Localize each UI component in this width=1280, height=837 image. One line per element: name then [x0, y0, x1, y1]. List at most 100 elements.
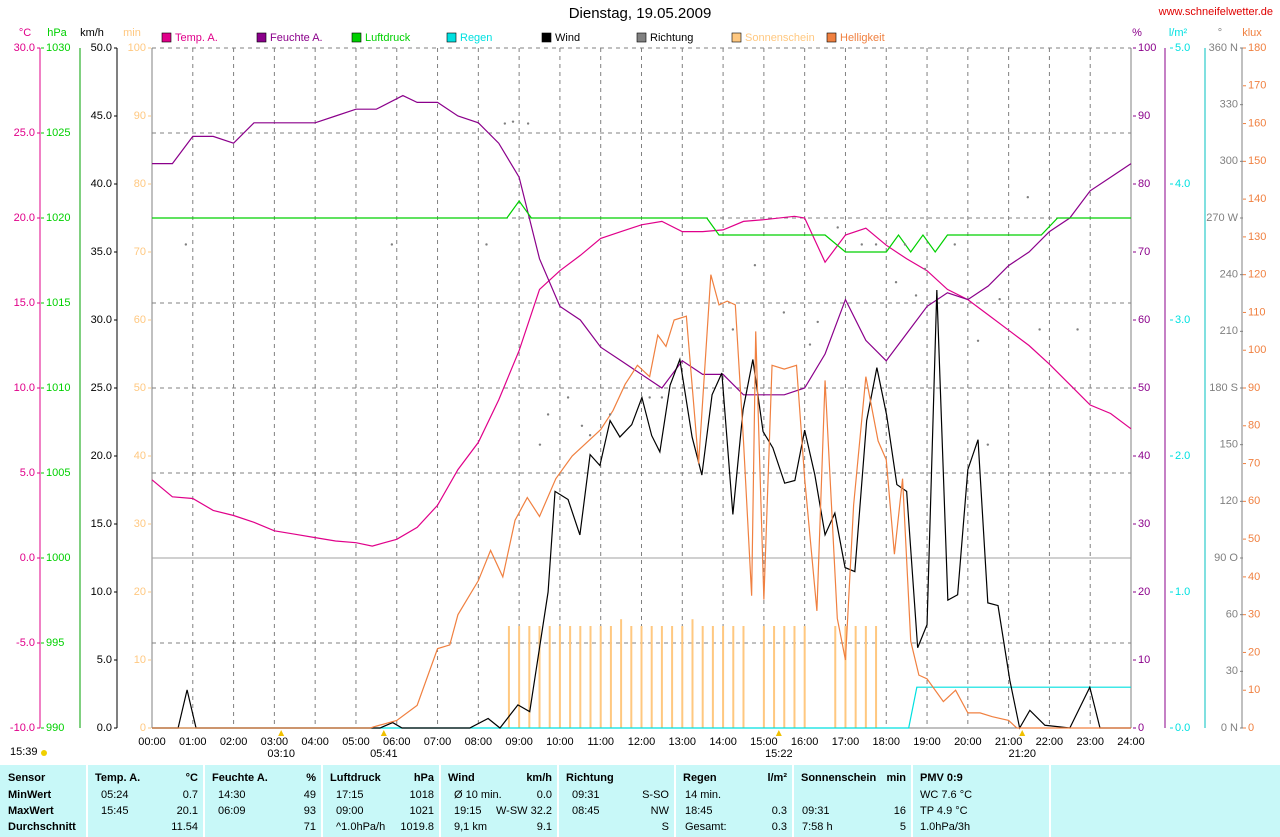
y-tick-label: 995 — [46, 637, 64, 649]
annotation-marker — [1019, 730, 1026, 736]
legend-label: Temp. A. — [175, 32, 218, 44]
table-cell: 0.7 — [183, 789, 198, 801]
legend-label: Wind — [555, 32, 580, 44]
y-tick-label: 210 — [1220, 325, 1238, 337]
sunshine-bar — [528, 626, 531, 728]
legend-swatch — [256, 32, 267, 43]
x-tick-label: 14:00 — [709, 736, 737, 748]
y-tick-label: -5.0 — [16, 637, 35, 649]
x-tick-label: 05:00 — [342, 736, 370, 748]
y-tick-label: 240 — [1220, 269, 1238, 281]
x-tick-label: 03:00 — [261, 736, 289, 748]
y-tick-label: 10 — [1138, 654, 1150, 666]
y-tick-label: 90 O — [1214, 552, 1238, 564]
y-tick-label: 0.0 — [97, 722, 112, 734]
x-tick-label: 07:00 — [424, 736, 452, 748]
table-header: Luftdruck — [330, 772, 382, 784]
chart-title: Dienstag, 19.05.2009 — [569, 5, 712, 22]
series-line — [152, 199, 1131, 254]
y-tick-label: 360 N — [1209, 42, 1238, 54]
sunshine-bar — [548, 626, 551, 728]
y-tick-label: 3.0 — [1175, 314, 1190, 326]
annotation: 15:22 — [765, 748, 793, 760]
direction-dot — [874, 243, 878, 246]
x-tick-label: 17:00 — [832, 736, 860, 748]
y-tick-label: 120 — [1220, 495, 1238, 507]
axis-title: % — [1132, 27, 1142, 39]
direction-dot — [503, 122, 507, 125]
y-tick-label: 130 — [1248, 231, 1266, 243]
y-tick-label: 1005 — [46, 467, 70, 479]
y-tick-label: 0.0 — [1175, 722, 1190, 734]
series-line — [152, 94, 1132, 396]
y-tick-label: 20.0 — [91, 450, 112, 462]
direction-dot — [753, 264, 757, 267]
sunshine-bar — [834, 626, 837, 728]
table-cell: 06:09 — [218, 805, 246, 817]
sunshine-bar — [518, 626, 521, 728]
y-tick-label: 0.0 — [20, 552, 35, 564]
y-tick-label: 35.0 — [91, 246, 112, 258]
sunshine-bar — [507, 626, 510, 728]
y-tick-label: 10 — [134, 654, 146, 666]
table-cell: 71 — [304, 821, 316, 833]
y-tick-label: 20.0 — [14, 212, 35, 224]
sunshine-bar — [793, 626, 796, 728]
axis-title: l/m² — [1169, 27, 1188, 39]
table-cell: 1019.8 — [400, 821, 434, 833]
sunshine-bar — [630, 626, 633, 728]
table-cell: 0.0 — [537, 789, 552, 801]
legend-label: Feuchte A. — [270, 32, 323, 44]
y-tick-label: 330 — [1220, 99, 1238, 111]
y-tick-label: 0 — [140, 722, 146, 734]
annotation-marker — [380, 730, 387, 736]
direction-dot — [1076, 328, 1079, 331]
sunshine-bar — [620, 619, 623, 728]
direction-dot — [808, 343, 812, 346]
legend-swatch — [161, 32, 172, 43]
sunshine-bar — [660, 626, 663, 728]
y-tick-label: 120 — [1248, 269, 1266, 281]
x-tick-label: 24:00 — [1117, 736, 1145, 748]
row-label: MaxWert — [8, 805, 54, 817]
row-label: Durchschnitt — [8, 821, 76, 833]
sunshine-bar — [701, 626, 704, 728]
table-background — [0, 765, 1280, 837]
direction-dot — [485, 243, 488, 246]
table-cell: S-SO — [642, 789, 669, 801]
y-tick-label: 180 — [1248, 42, 1266, 54]
direction-dot — [903, 243, 907, 246]
axis-title: klux — [1242, 27, 1262, 39]
axis-title: hPa — [47, 27, 67, 39]
y-tick-label: 1025 — [46, 127, 70, 139]
y-tick-label: 150 — [1220, 439, 1238, 451]
table-cell: 0.3 — [772, 821, 787, 833]
direction-dot — [588, 434, 592, 437]
table-cell: 14 min. — [685, 789, 721, 801]
direction-dot — [546, 413, 550, 416]
table-cell: ^1.0hPa/h — [336, 821, 385, 833]
table-cell: 1018 — [410, 789, 434, 801]
y-tick-label: 30.0 — [91, 314, 112, 326]
y-tick-label: 45.0 — [91, 110, 112, 122]
y-tick-label: 1020 — [46, 212, 70, 224]
y-tick-label: 25.0 — [91, 382, 112, 394]
x-tick-label: 21:00 — [995, 736, 1023, 748]
table-cell: 49 — [304, 789, 316, 801]
y-tick-label: 1010 — [46, 382, 70, 394]
direction-dot — [731, 328, 735, 331]
sunshine-bar — [558, 626, 561, 728]
sunshine-bar — [569, 626, 572, 728]
y-tick-label: 50.0 — [91, 42, 112, 54]
series-line — [152, 290, 1131, 730]
y-tick-label: 70 — [134, 246, 146, 258]
sunshine-bar — [773, 626, 776, 728]
y-tick-label: 60 — [1226, 609, 1238, 621]
y-tick-label: 20 — [134, 586, 146, 598]
y-tick-label: 30 — [1248, 609, 1260, 621]
direction-dot — [580, 424, 584, 427]
sunshine-bar — [691, 619, 694, 728]
table-cell: 09:31 — [572, 789, 600, 801]
table-cell: 16 — [894, 805, 906, 817]
y-tick-label: 20 — [1248, 646, 1260, 658]
